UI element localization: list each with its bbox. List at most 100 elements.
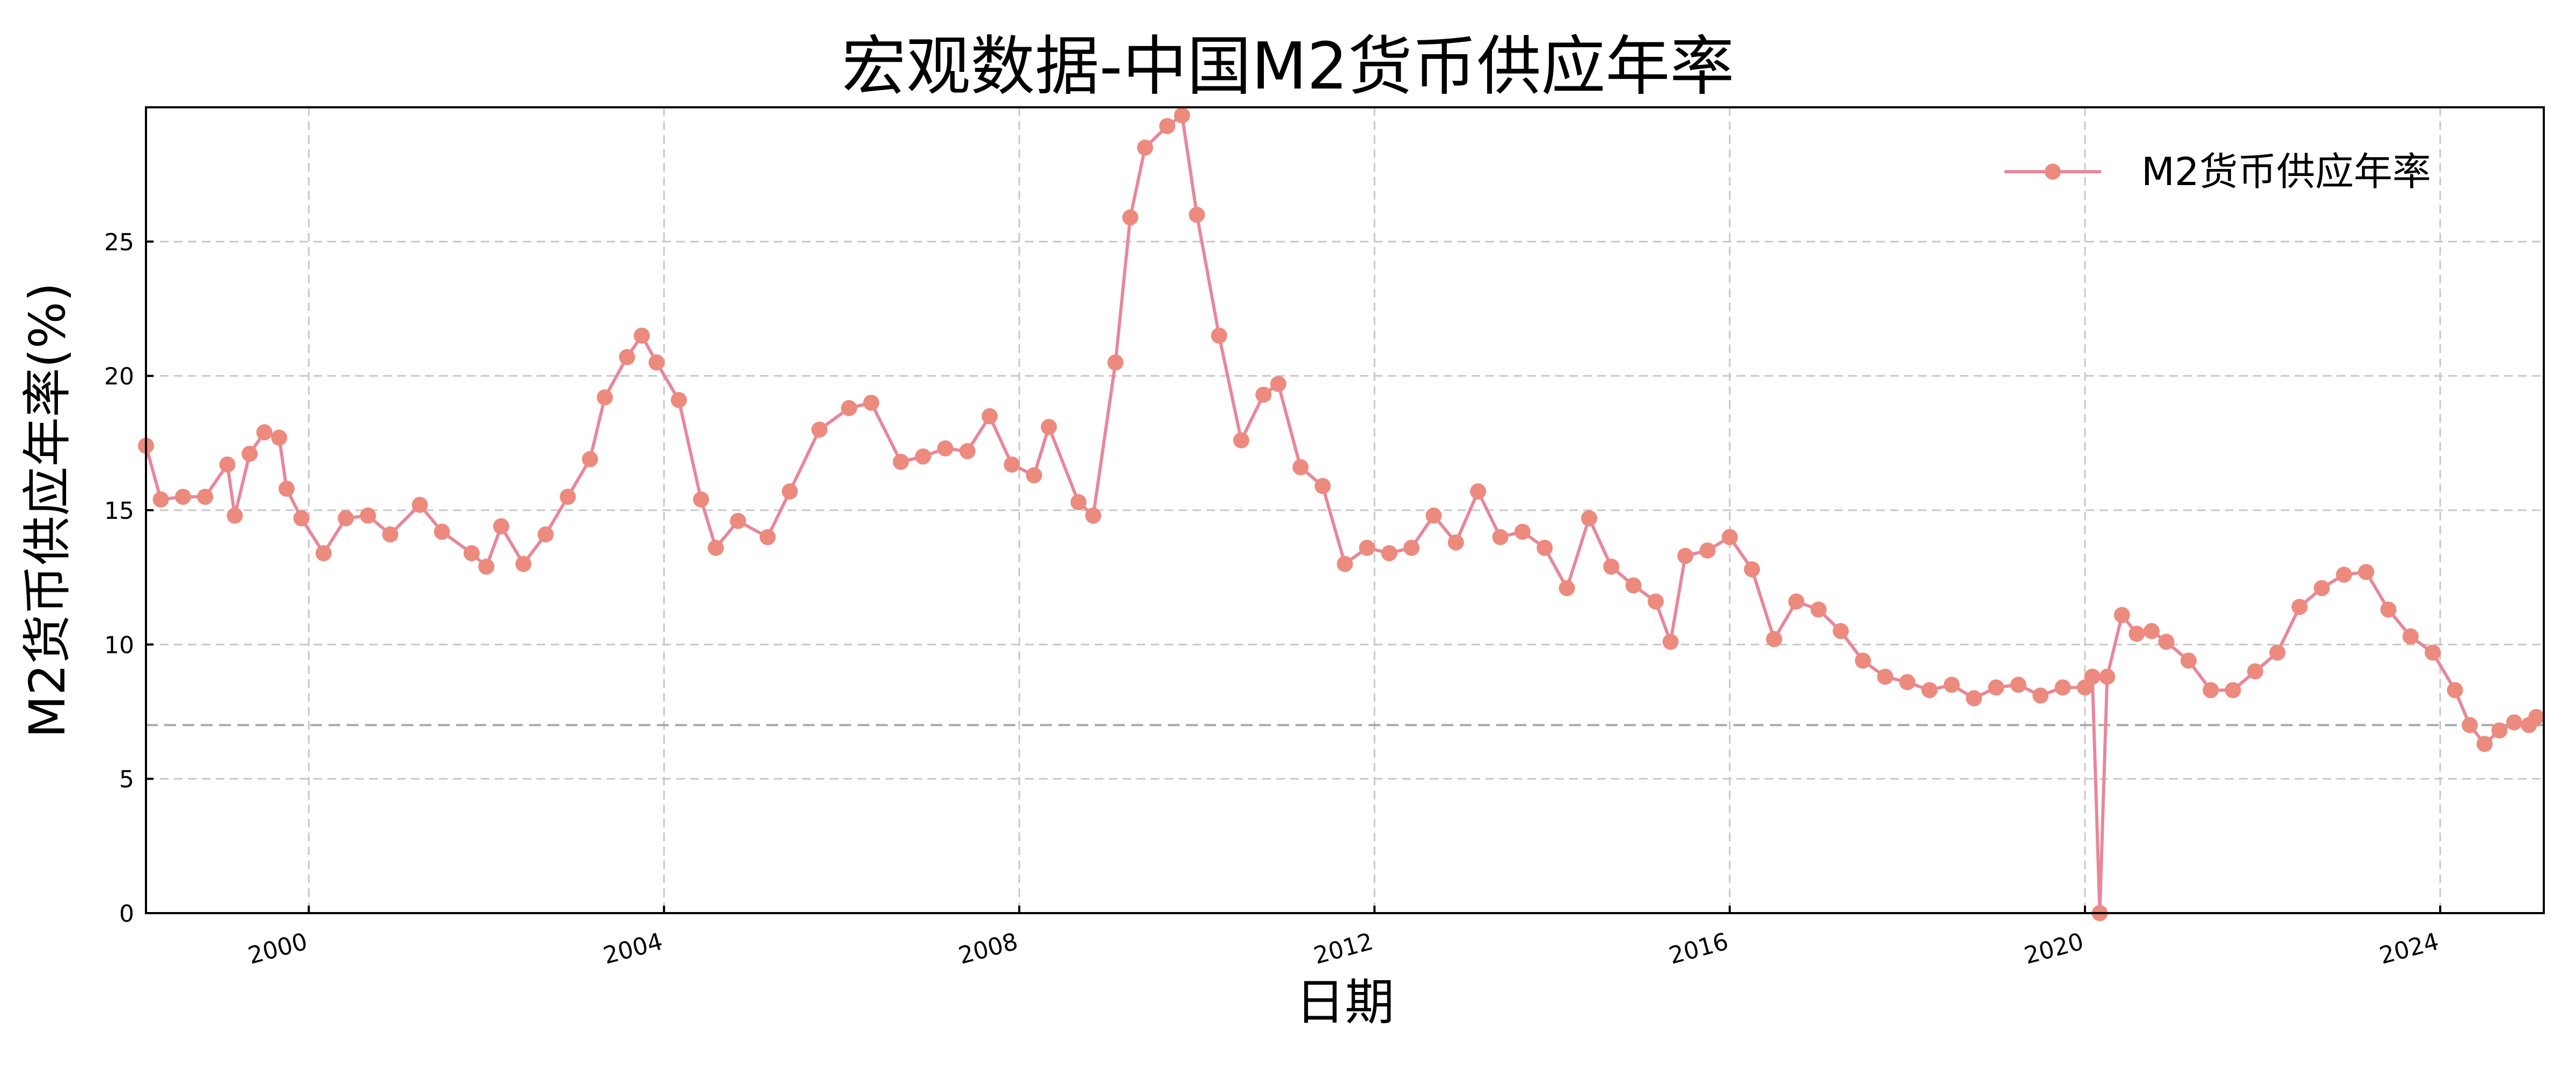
data-point	[1070, 494, 1087, 510]
data-point	[1921, 682, 1938, 699]
y-tick-label: 0	[119, 900, 134, 928]
data-point	[1211, 327, 1227, 344]
data-point	[1381, 545, 1397, 562]
data-point	[1041, 418, 1057, 435]
data-point	[1004, 456, 1020, 473]
data-point	[1581, 510, 1598, 526]
data-point	[759, 529, 776, 546]
data-point	[2247, 663, 2264, 680]
data-point	[597, 389, 613, 406]
data-point	[1337, 556, 1353, 572]
data-point	[1174, 107, 1190, 123]
x-axis-label: 日期	[1296, 974, 1394, 1031]
data-point	[1788, 593, 1805, 610]
data-point	[197, 489, 214, 505]
data-point	[2180, 652, 2197, 669]
series-layer	[138, 107, 2545, 921]
series-line	[144, 114, 2538, 915]
data-point	[1877, 668, 1893, 685]
data-point	[1159, 118, 1175, 134]
data-point	[781, 483, 798, 499]
data-point	[1744, 561, 1760, 578]
x-axis-ticks: 2000 2004 2008 2012 2016 2020 2024	[245, 906, 2442, 970]
data-point	[1026, 467, 1042, 483]
data-point	[693, 491, 709, 508]
data-point	[560, 489, 576, 505]
data-point	[1233, 432, 1249, 449]
data-point	[811, 421, 828, 438]
data-point	[1122, 209, 1139, 226]
data-point	[1899, 674, 1915, 690]
x-tick-label: 2004	[601, 928, 665, 969]
x-tick-label: 2000	[245, 928, 310, 969]
y-tick-label: 10	[104, 631, 134, 659]
data-point	[2224, 682, 2241, 699]
data-point	[1403, 540, 1420, 556]
legend-label: M2货币供应年率	[2141, 149, 2431, 194]
data-point	[2128, 626, 2145, 642]
data-point	[493, 518, 509, 534]
data-point	[707, 540, 724, 556]
data-point	[1270, 376, 1286, 392]
data-point	[1314, 477, 1331, 494]
data-point	[1699, 542, 1716, 559]
data-point	[279, 480, 295, 497]
data-point	[1425, 508, 1442, 524]
data-point	[271, 429, 288, 446]
data-point	[937, 440, 954, 457]
data-point	[478, 558, 495, 575]
data-point	[1677, 548, 1694, 564]
data-point	[1107, 354, 1124, 371]
data-point	[915, 448, 931, 465]
data-point	[1137, 139, 1153, 156]
data-point	[338, 510, 354, 526]
data-point	[2084, 668, 2101, 685]
data-point	[1085, 508, 1102, 524]
data-point	[2491, 722, 2508, 739]
data-point	[1359, 540, 1375, 556]
y-axis-ticks: 0 5 10 15 20 25	[104, 229, 153, 928]
y-tick-label: 20	[104, 363, 134, 391]
data-point	[2314, 580, 2330, 597]
data-point	[2380, 601, 2397, 618]
data-point	[241, 445, 258, 462]
data-point	[892, 453, 909, 470]
data-point	[1766, 631, 1782, 648]
data-point	[2158, 634, 2175, 650]
data-point	[1988, 679, 2004, 696]
grid-layer	[146, 107, 2544, 913]
data-point	[2032, 687, 2049, 704]
data-point	[1255, 386, 1272, 403]
data-point	[1810, 601, 1827, 618]
x-tick-label: 2008	[956, 928, 1021, 969]
data-point	[434, 524, 450, 540]
data-point	[2447, 682, 2463, 699]
x-tick-label: 2024	[2376, 928, 2441, 969]
data-point	[1966, 690, 1982, 707]
data-point	[152, 491, 169, 508]
data-point	[2358, 564, 2374, 580]
data-point	[2336, 567, 2352, 583]
data-point	[730, 513, 747, 529]
data-point	[463, 545, 480, 562]
x-tick-label: 2016	[1666, 928, 1731, 969]
data-point	[2202, 682, 2219, 699]
data-point	[2462, 717, 2478, 733]
data-point	[2054, 679, 2071, 696]
data-point	[2291, 599, 2308, 615]
data-point	[1536, 540, 1553, 556]
data-point	[1603, 558, 1620, 575]
data-point	[841, 400, 858, 416]
data-point	[226, 508, 243, 524]
data-point	[2425, 644, 2441, 661]
data-point	[382, 526, 399, 543]
data-point	[1447, 534, 1464, 551]
data-point	[2402, 628, 2419, 645]
x-tick-label: 2012	[1311, 928, 1376, 969]
y-axis-label: M2货币供应年率(%)	[19, 282, 76, 738]
data-point	[316, 545, 332, 562]
data-point	[1832, 623, 1849, 640]
y-tick-label: 5	[119, 766, 134, 793]
data-point	[515, 556, 532, 572]
x-tick-label: 2020	[2021, 928, 2086, 969]
